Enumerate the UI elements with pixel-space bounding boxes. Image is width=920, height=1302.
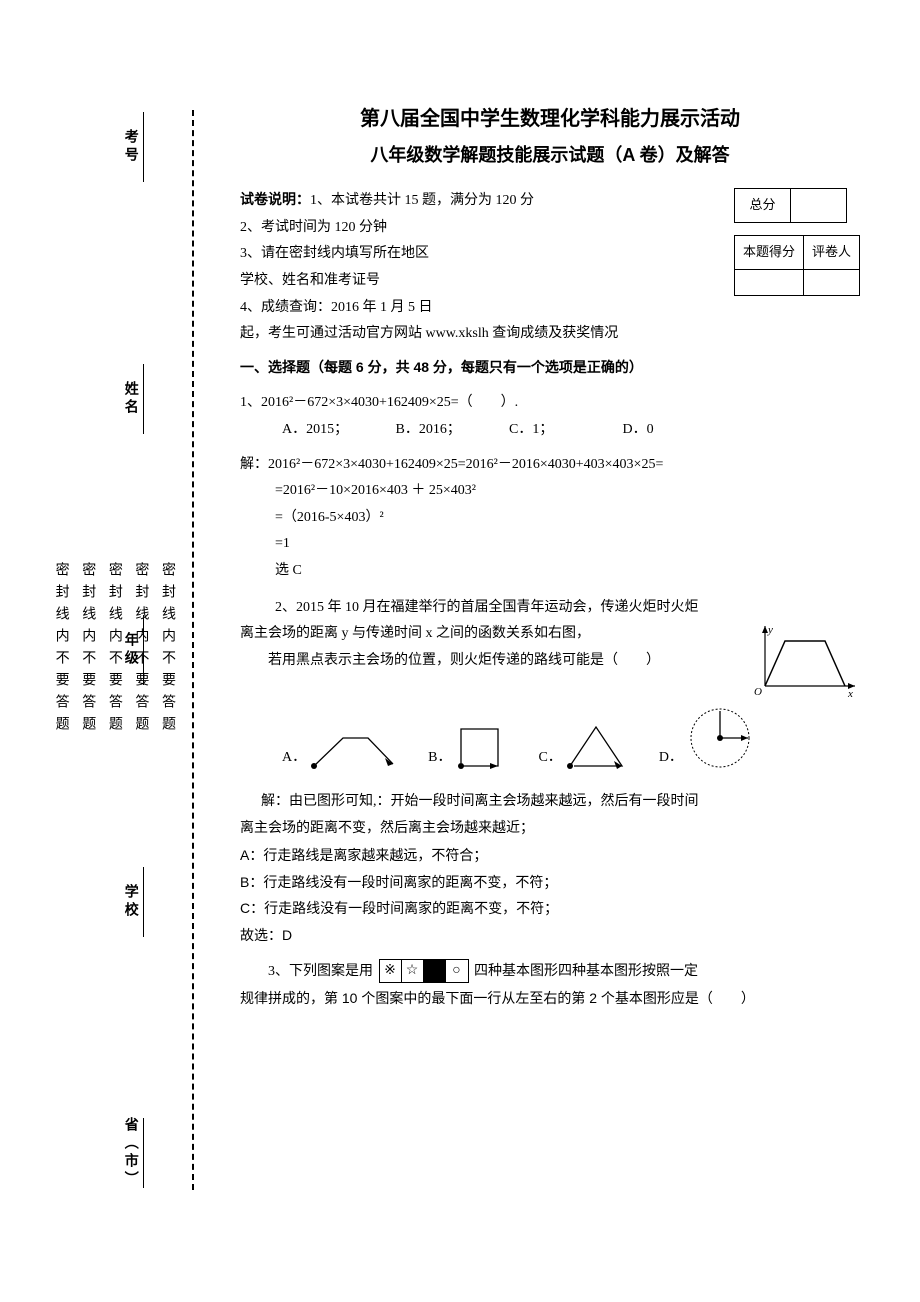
q1-sol-2: =2016²－10×2016×403 ＋ 25×403² (240, 478, 860, 505)
path-d-icon (685, 705, 755, 771)
q2-diag-d: D． (659, 705, 755, 771)
opt-b-label: B． (428, 745, 451, 772)
q3-text-a: 3、下列图案是用 (268, 964, 373, 979)
pattern-4-icon: ○ (446, 960, 468, 982)
label-text: 省（市） (116, 1117, 143, 1189)
seal-text: 密封线内不要答题 (127, 562, 154, 738)
total-value (790, 189, 846, 223)
axis-x-label: x (847, 688, 853, 699)
q2-diag-b: B． (428, 721, 508, 771)
q3-text-b: 四种基本图形四种基本图形按照一定 (474, 964, 698, 979)
pattern-3-icon (424, 960, 446, 982)
opt-c-label: C． (538, 745, 561, 772)
question-2: 2、2015 年 10 月在福建举行的首届全国青年运动会，传递火炬时火炬 y x… (240, 595, 860, 772)
label-text: 考号 (116, 129, 143, 165)
seal-sidebar: 考号 姓名 年级 学校 省（市） 密封线内不要答题 密封线内不要答题 密封线内不… (110, 110, 230, 1190)
q1-text: 1、2016²－672×3×4030+162409×25=（ ）. (240, 390, 860, 417)
q2-sol-c: C：行走路线没有一段时间离家的距离不变，不符； (240, 895, 860, 922)
seal-text: 密封线内不要答题 (47, 562, 74, 738)
path-a-icon (308, 726, 398, 771)
q1-sol-1: 解：2016²－672×3×4030+162409×25=2016²－2016×… (240, 452, 860, 479)
q1-opt-d: D．0 (623, 417, 733, 444)
axis-y-label: y (767, 624, 773, 636)
q2-text-1: 2、2015 年 10 月在福建举行的首届全国青年运动会，传递火炬时火炬 (240, 595, 860, 622)
item-score-table: 本题得分 评卷人 (734, 235, 860, 296)
page-title-2: 八年级数学解题技能展示试题（A 卷）及解答 (240, 138, 860, 172)
q1-sol-5: 选 C (240, 558, 860, 585)
q1-options: A．2015； B．2016； C．1； D．0 (240, 417, 860, 444)
q1-opt-a: A．2015； (282, 417, 392, 444)
instruction-4b: 起，考生可通过活动官方网站 www.xkslh 查询成绩及获奖情况 (240, 321, 860, 348)
section-1-head: 一、选择题（每题 6 分，共 48 分，每题只有一个选项是正确的） (240, 354, 860, 381)
q2-solution: 解：由已图形可知,：开始一段时间离主会场越来越远，然后有一段时间 离主会场的距离… (240, 789, 860, 949)
total-label: 总分 (734, 189, 790, 223)
pattern-icons: ※ ☆ ○ (379, 959, 469, 983)
q2-sol-d: 故选：D (240, 922, 860, 949)
pattern-1-icon: ※ (380, 960, 402, 982)
score-label: 本题得分 (734, 235, 803, 269)
pattern-2-icon: ☆ (402, 960, 424, 982)
seal-column: 密封线内不要答题 密封线内不要答题 密封线内不要答题 密封线内不要答题 密封线内… (150, 110, 180, 1190)
q2-diag-c: C． (538, 721, 628, 771)
grader-value (803, 269, 859, 295)
q2-option-diagrams: A． B． C． D． (240, 705, 860, 771)
q2-sol-1: 解：由已图形可知,：开始一段时间离主会场越来越远，然后有一段时间 (240, 789, 860, 816)
label-exam-no: 考号 (116, 110, 144, 184)
opt-a-label: A． (282, 745, 306, 772)
label-text: 学校 (116, 884, 143, 920)
origin-label: O (754, 686, 762, 698)
q1-sol-3: =（2016-5×403）² (240, 505, 860, 532)
page-title-1: 第八届全国中学生数理化学科能力展示活动 (240, 100, 860, 138)
score-tables: 总分 本题得分 评卷人 (734, 188, 860, 307)
q1-solution: 解：2016²－672×3×4030+162409×25=2016²－2016×… (240, 452, 860, 585)
q1-opt-b: B．2016； (396, 417, 506, 444)
q2-sol-b: B：行走路线没有一段时间离家的距离不变，不符； (240, 869, 860, 896)
q3-line-1: 3、下列图案是用 ※ ☆ ○ 四种基本图形四种基本图形按照一定 (240, 959, 860, 986)
score-value (734, 269, 803, 295)
question-3: 3、下列图案是用 ※ ☆ ○ 四种基本图形四种基本图形按照一定 规律拼成的，第 … (240, 959, 860, 1012)
q1-sol-4: =1 (240, 531, 860, 558)
q3-text-c: 规律拼成的，第 10 个图案中的最下面一行从左至右的第 2 个基本图形应是（ ） (240, 985, 860, 1012)
total-score-table: 总分 (734, 188, 847, 223)
seal-dashed-line (192, 110, 194, 1190)
instruction-1: 1、本试卷共计 15 题，满分为 120 分 (310, 193, 534, 208)
q2-graph-icon: y x O (750, 621, 860, 699)
path-b-icon (453, 721, 508, 771)
grader-label: 评卷人 (803, 235, 859, 269)
question-1: 1、2016²－672×3×4030+162409×25=（ ）. A．2015… (240, 390, 860, 443)
opt-d-label: D． (659, 745, 683, 772)
label-province: 省（市） (116, 1116, 144, 1190)
q2-sol-a: A：行走路线是离家越来越远，不符合； (240, 842, 860, 869)
path-c-icon (564, 721, 629, 771)
q2-sol-2: 离主会场的距离不变，然后离主会场越来越近； (240, 816, 860, 843)
q1-opt-c: C．1； (509, 417, 619, 444)
seal-text: 密封线内不要答题 (74, 562, 101, 738)
seal-text: 密封线内不要答题 (100, 562, 127, 738)
instruction-head: 试卷说明： (240, 193, 310, 208)
label-text: 姓名 (116, 381, 143, 417)
label-name: 姓名 (116, 362, 144, 436)
seal-text: 密封线内不要答题 (153, 562, 180, 738)
label-school: 学校 (116, 865, 144, 939)
q2-diag-a: A． (282, 726, 398, 771)
